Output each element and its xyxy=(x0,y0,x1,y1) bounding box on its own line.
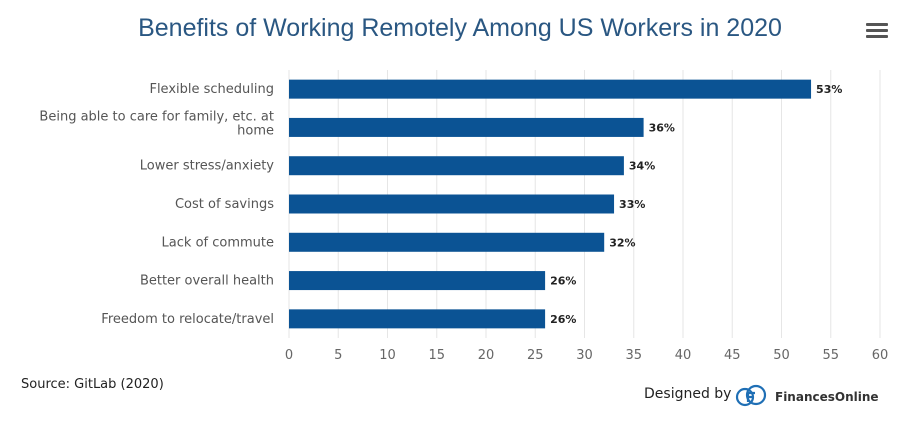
x-tick-label: 60 xyxy=(872,348,889,363)
designed-by-text: Designed by xyxy=(644,386,732,402)
data-label: 34% xyxy=(629,160,655,173)
data-label: 33% xyxy=(619,198,645,211)
menu-icon[interactable] xyxy=(866,23,888,41)
x-tick-label: 5 xyxy=(334,348,342,363)
bar[interactable] xyxy=(289,309,546,329)
category-label: Flexible scheduling xyxy=(149,82,274,97)
bar[interactable] xyxy=(289,194,615,214)
chart-title: Benefits of Working Remotely Among US Wo… xyxy=(138,14,782,42)
bars xyxy=(289,79,812,329)
data-label: 53% xyxy=(816,83,842,96)
bar[interactable] xyxy=(289,156,624,176)
financesonline-logo-icon xyxy=(735,384,767,407)
x-tick-label: 0 xyxy=(285,348,293,363)
x-tick-label: 35 xyxy=(625,348,642,363)
data-label: 32% xyxy=(609,236,635,249)
source-note: Source: GitLab (2020) xyxy=(21,377,164,392)
category-labels: 53% Flexible scheduling 36% Being able to c… xyxy=(39,82,842,327)
x-tick-label: 45 xyxy=(724,348,741,363)
category-label: Freedom to relocate/travel xyxy=(101,312,274,327)
category-label: Being able to care for family, etc. at xyxy=(39,109,274,124)
x-tick-label: 30 xyxy=(576,348,593,363)
x-tick-label: 25 xyxy=(527,348,544,363)
category-label: Lack of commute xyxy=(162,235,274,250)
x-tick-label: 15 xyxy=(428,348,445,363)
bar[interactable] xyxy=(289,79,812,99)
x-tick-label: 20 xyxy=(478,348,495,363)
data-label: 26% xyxy=(550,313,576,326)
bar[interactable] xyxy=(289,271,546,291)
bar[interactable] xyxy=(289,117,644,137)
category-label: Lower stress/anxiety xyxy=(140,159,275,174)
x-tick-label: 40 xyxy=(675,348,692,363)
category-label: Cost of savings xyxy=(175,197,274,212)
data-label: 26% xyxy=(550,275,576,288)
x-tick-label: 10 xyxy=(379,348,396,363)
category-label: home xyxy=(237,123,274,138)
bar[interactable] xyxy=(289,232,605,252)
x-tick-label: 55 xyxy=(822,348,839,363)
x-tick-label: 50 xyxy=(773,348,790,363)
x-axis-ticks: 0 5 10 15 20 25 30 35 40 45 50 55 60 xyxy=(285,348,888,363)
brand-name[interactable]: FinancesOnline xyxy=(775,390,879,404)
category-label: Better overall health xyxy=(140,274,274,289)
data-label: 36% xyxy=(649,121,675,134)
